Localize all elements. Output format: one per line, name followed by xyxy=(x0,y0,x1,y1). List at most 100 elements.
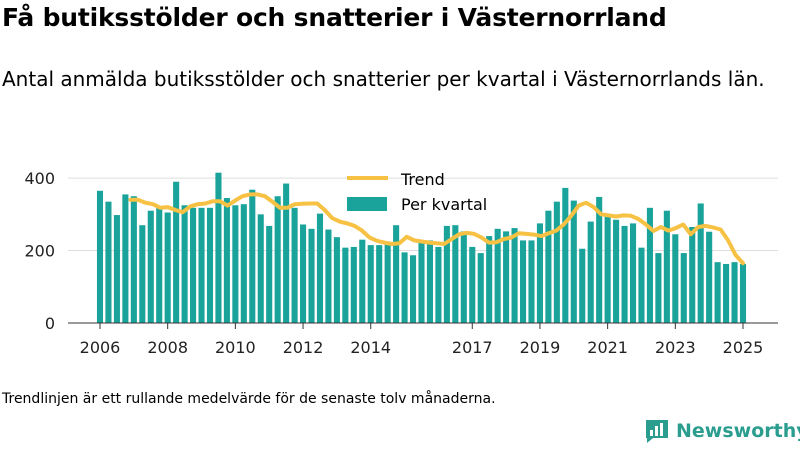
bar xyxy=(646,207,653,323)
bar xyxy=(443,225,450,323)
bar xyxy=(570,200,577,323)
bar xyxy=(486,236,493,323)
bar xyxy=(536,223,543,323)
bar xyxy=(435,246,442,323)
x-tick-label: 2012 xyxy=(283,338,324,357)
bar xyxy=(130,196,137,323)
bar xyxy=(596,196,603,323)
bar xyxy=(105,201,112,323)
bar xyxy=(232,205,239,323)
bar xyxy=(519,240,527,323)
bar xyxy=(249,189,256,323)
bar xyxy=(553,201,560,323)
x-tick-label: 2023 xyxy=(655,338,696,357)
bar xyxy=(452,225,459,323)
bar xyxy=(469,246,476,323)
x-tick-label: 2014 xyxy=(350,338,391,357)
bar xyxy=(672,234,679,323)
bar xyxy=(147,210,154,323)
bar xyxy=(156,207,163,323)
chart-subtitle: Antal anmälda butiksstölder och snatteri… xyxy=(2,67,765,91)
y-tick-label: 0 xyxy=(45,314,55,333)
bar xyxy=(393,225,400,323)
bar-chart-bubble-icon xyxy=(646,420,668,443)
chart: 0 200 400 2006 2008 2010 2012 2014 2017 2019 2021… xyxy=(24,169,778,357)
bar xyxy=(190,207,197,323)
bar xyxy=(376,245,383,323)
x-tick-label: 2017 xyxy=(452,338,493,357)
x-tick-label: 2010 xyxy=(215,338,256,357)
x-tick-label: 2006 xyxy=(80,338,121,357)
bar xyxy=(122,194,129,323)
bar xyxy=(460,231,467,323)
bar xyxy=(706,231,713,323)
legend-trend-label: Trend xyxy=(400,170,445,189)
x-axis-ticks: 2006 2008 2010 2012 2014 2017 2019 2021 2023 2025 xyxy=(80,323,764,357)
bar xyxy=(638,247,645,323)
bar xyxy=(579,248,586,323)
bar xyxy=(164,212,171,323)
bar xyxy=(528,240,535,323)
bar xyxy=(613,219,620,323)
x-tick-label: 2019 xyxy=(520,338,561,357)
bar xyxy=(731,262,738,323)
bar xyxy=(367,245,374,323)
x-tick-label: 2021 xyxy=(587,338,628,357)
bar xyxy=(714,262,721,323)
bar xyxy=(308,228,315,323)
bar xyxy=(426,240,433,323)
bar xyxy=(325,229,332,323)
bar xyxy=(477,253,484,323)
bar xyxy=(587,221,594,323)
bar xyxy=(409,255,417,323)
bar xyxy=(283,183,290,323)
newsworthy-logo[interactable]: Newsworthy xyxy=(644,418,800,444)
bar xyxy=(206,207,214,323)
bar xyxy=(545,210,552,323)
bar xyxy=(240,204,247,323)
bar xyxy=(604,214,611,323)
y-tick-label: 400 xyxy=(24,169,55,188)
y-tick-label: 200 xyxy=(24,242,55,261)
legend-bar-swatch xyxy=(347,197,387,211)
bar xyxy=(342,247,349,323)
bar xyxy=(316,213,324,323)
x-tick-label: 2008 xyxy=(147,338,188,357)
legend: Trend Per kvartal xyxy=(347,170,487,214)
bar xyxy=(96,190,104,323)
bar xyxy=(697,203,704,323)
bar xyxy=(291,207,298,323)
bar xyxy=(274,196,281,323)
bar xyxy=(562,187,569,323)
bar xyxy=(723,263,730,323)
bar xyxy=(621,225,628,323)
bar xyxy=(139,225,146,323)
x-tick-label: 2025 xyxy=(723,338,764,357)
bar xyxy=(257,214,264,323)
bar xyxy=(266,225,273,323)
trend-series xyxy=(128,192,745,266)
bar xyxy=(739,263,747,323)
bar xyxy=(494,228,501,323)
bar xyxy=(655,253,662,323)
bar xyxy=(350,246,357,323)
bar xyxy=(629,223,637,323)
bar xyxy=(181,205,188,323)
bar xyxy=(663,210,670,323)
bar xyxy=(384,241,391,323)
bar xyxy=(173,181,180,323)
bar xyxy=(333,237,340,323)
bar xyxy=(689,227,696,323)
y-axis-labels: 0 200 400 xyxy=(24,169,55,333)
bar xyxy=(680,253,687,323)
bar xyxy=(401,252,408,323)
chart-title: Få butiksstölder och snatterier i Väster… xyxy=(2,3,667,32)
footnote: Trendlinjen är ett rullande medelvärde f… xyxy=(2,391,496,407)
trend-line xyxy=(128,192,745,266)
bar xyxy=(418,240,425,323)
bar xyxy=(300,224,307,323)
bar xyxy=(113,215,120,323)
bar xyxy=(503,231,510,323)
bar xyxy=(215,172,222,323)
brand-name: Newsworthy xyxy=(676,420,800,442)
